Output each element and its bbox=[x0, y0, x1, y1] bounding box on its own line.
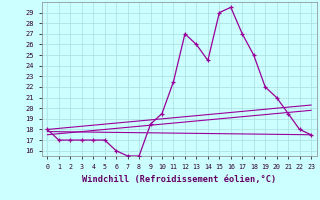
X-axis label: Windchill (Refroidissement éolien,°C): Windchill (Refroidissement éolien,°C) bbox=[82, 175, 276, 184]
